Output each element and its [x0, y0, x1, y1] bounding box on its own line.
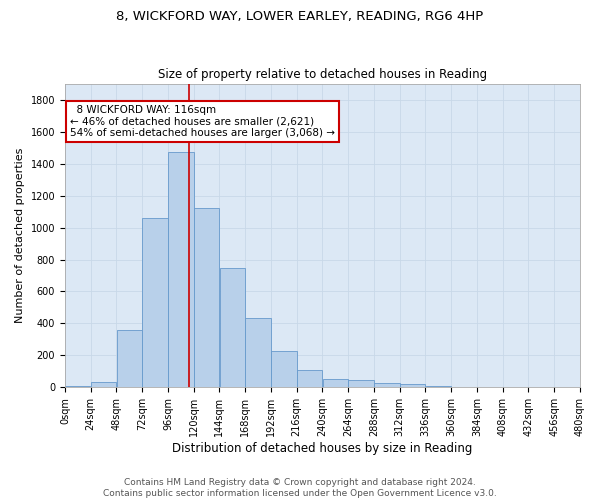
Text: Contains HM Land Registry data © Crown copyright and database right 2024.
Contai: Contains HM Land Registry data © Crown c… [103, 478, 497, 498]
Bar [142, 218, 168, 388]
Bar [425, 386, 451, 388]
Title: Size of property relative to detached houses in Reading: Size of property relative to detached ho… [158, 68, 487, 81]
Y-axis label: Number of detached properties: Number of detached properties [15, 148, 25, 323]
Bar [349, 380, 374, 388]
Bar [323, 378, 348, 388]
Bar [451, 386, 477, 388]
Text: 8, WICKFORD WAY, LOWER EARLEY, READING, RG6 4HP: 8, WICKFORD WAY, LOWER EARLEY, READING, … [116, 10, 484, 23]
Bar [91, 382, 116, 388]
Bar [297, 370, 322, 388]
Bar [374, 382, 400, 388]
Bar [116, 330, 142, 388]
Bar [65, 386, 91, 388]
Bar [220, 268, 245, 388]
Bar [194, 208, 219, 388]
Bar [168, 152, 194, 388]
Bar [271, 352, 296, 388]
Bar [245, 318, 271, 388]
X-axis label: Distribution of detached houses by size in Reading: Distribution of detached houses by size … [172, 442, 473, 455]
Text: 8 WICKFORD WAY: 116sqm
← 46% of detached houses are smaller (2,621)
54% of semi-: 8 WICKFORD WAY: 116sqm ← 46% of detached… [70, 105, 335, 138]
Bar [400, 384, 425, 388]
